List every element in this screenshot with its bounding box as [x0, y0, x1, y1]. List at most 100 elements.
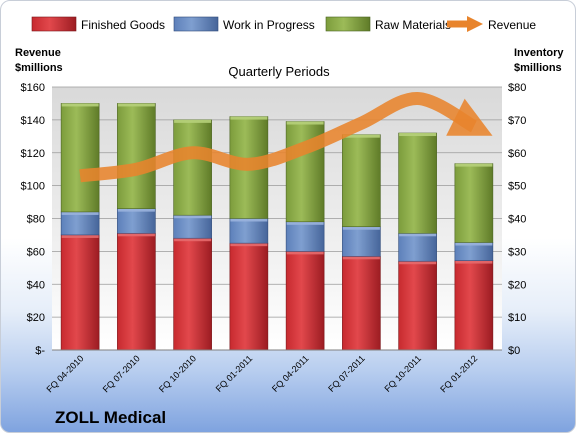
company-name: ZOLL Medical — [55, 408, 166, 427]
y-left-tick-label: $100 — [21, 181, 45, 193]
chart-subtitle: Quarterly Periods — [228, 64, 330, 79]
bar-finished-goods-cap — [286, 251, 324, 255]
bar-finished-goods-cap — [342, 256, 380, 260]
bar-work-in-progress — [173, 214, 212, 239]
y-left-tick-label: $120 — [21, 148, 45, 160]
bar-finished-goods — [398, 260, 437, 351]
bar-finished-goods — [229, 242, 269, 351]
bar-work-in-progress-cap — [174, 215, 212, 219]
y-right-tick-label: $30 — [508, 246, 526, 258]
bar-raw-materials-cap — [230, 116, 268, 120]
y-left-tick-label: $140 — [21, 115, 45, 127]
bar-raw-materials-cap — [61, 103, 99, 107]
bar-work-in-progress-cap — [342, 226, 380, 230]
y-right-tick-label: $0 — [508, 345, 520, 357]
bar-work-in-progress — [398, 232, 437, 262]
bar-work-in-progress-cap — [230, 218, 268, 222]
bar-finished-goods — [173, 237, 212, 351]
y-right-tick-label: $60 — [508, 148, 526, 160]
bar-finished-goods-cap — [117, 233, 155, 237]
bar-raw-materials-cap — [117, 103, 155, 107]
bar-raw-materials-cap — [286, 121, 324, 125]
bar-work-in-progress-cap — [286, 221, 324, 225]
bar-finished-goods-cap — [61, 234, 99, 238]
bar-work-in-progress-cap — [61, 211, 99, 215]
bar-raw-materials-cap — [174, 119, 212, 123]
bar-work-in-progress — [60, 211, 100, 236]
y-left-tick-label: $- — [35, 345, 45, 357]
bar-finished-goods — [342, 256, 381, 351]
bar-raw-materials — [398, 132, 437, 234]
y-left-tick-label: $60 — [27, 246, 45, 258]
y-right-tick-label: $70 — [508, 115, 526, 127]
x-tick-label: FQ 07-2011 — [326, 353, 367, 394]
legend-label-finished-goods: Finished Goods — [81, 18, 165, 32]
right-axis-ticks: $0 $10 $20 $30 $40 $50 $60 $70 $80 — [508, 82, 526, 357]
bar-finished-goods — [454, 260, 494, 351]
legend-swatch-raw-materials — [325, 16, 371, 32]
revenue-line — [79, 92, 493, 183]
x-tick-label: FQ 01-2011 — [214, 353, 255, 394]
bar-finished-goods — [285, 251, 325, 351]
y-left-tick-label: $40 — [27, 279, 45, 291]
bar-raw-materials-cap — [399, 133, 437, 137]
revenue-line-path — [79, 92, 493, 183]
bar-work-in-progress-cap — [399, 233, 437, 237]
bar-raw-materials — [454, 163, 494, 243]
bar-raw-materials — [342, 134, 381, 228]
x-tick-label: FQ 10-2010 — [157, 353, 198, 394]
y-left-tick-label: $80 — [27, 214, 45, 226]
bar-work-in-progress-cap — [455, 242, 493, 246]
right-axis-title-line2: $millions — [514, 62, 562, 74]
y-right-tick-label: $40 — [508, 214, 526, 226]
y-right-tick-label: $80 — [508, 82, 526, 94]
bar-work-in-progress — [342, 226, 381, 257]
bar-work-in-progress — [285, 221, 325, 252]
legend-swatch-work-in-progress — [173, 16, 219, 32]
legend: Finished Goods Work in Progress Raw Mate… — [31, 16, 536, 32]
legend-item-raw-materials: Raw Materials — [325, 16, 451, 32]
y-right-tick-label: $50 — [508, 181, 526, 193]
left-axis-title-line1: Revenue — [15, 47, 61, 59]
bar-raw-materials — [60, 103, 100, 213]
bar-finished-goods-cap — [230, 243, 268, 247]
legend-swatch-finished-goods — [31, 16, 77, 32]
bars — [60, 103, 494, 351]
left-axis-title: Revenue $millions — [15, 47, 64, 74]
bar-work-in-progress — [117, 208, 156, 234]
bar-finished-goods-cap — [174, 238, 212, 242]
x-tick-label: FQ 01-2012 — [438, 353, 479, 394]
legend-item-revenue: Revenue — [447, 16, 536, 32]
legend-item-work-in-progress: Work in Progress — [173, 16, 315, 32]
bar-finished-goods-cap — [455, 260, 493, 264]
left-axis-ticks: $- $20 $40 $60 $80 $100 $120 $140 $160 — [21, 82, 46, 357]
bar-finished-goods — [60, 234, 100, 351]
right-axis-title-line1: Inventory — [514, 47, 564, 59]
legend-label-work-in-progress: Work in Progress — [223, 18, 315, 32]
y-left-tick-label: $20 — [27, 312, 45, 324]
x-axis-ticks: FQ 04-2010 FQ 07-2010 FQ 10-2010 FQ 01-2011… — [45, 353, 480, 394]
bar-raw-materials — [173, 119, 212, 216]
y-right-tick-label: $10 — [508, 312, 526, 324]
right-axis-title: Inventory $millions — [514, 47, 567, 74]
legend-arrow-icon — [467, 16, 483, 32]
legend-item-finished-goods: Finished Goods — [31, 16, 165, 32]
bar-finished-goods — [117, 232, 156, 351]
left-axis-title-line2: $millions — [15, 62, 63, 74]
bar-work-in-progress — [229, 218, 269, 244]
bar-raw-materials-cap — [342, 134, 380, 138]
bar-raw-materials — [117, 103, 156, 209]
legend-label-revenue: Revenue — [488, 18, 536, 32]
x-tick-label: FQ 04-2010 — [45, 353, 86, 394]
legend-label-raw-materials: Raw Materials — [375, 18, 451, 32]
bar-finished-goods-cap — [399, 261, 437, 265]
x-tick-label: FQ 10-2011 — [382, 353, 423, 394]
bar-raw-materials-cap — [455, 163, 493, 167]
x-tick-label: FQ 07-2010 — [101, 353, 142, 394]
bar-work-in-progress-cap — [117, 208, 155, 212]
y-right-tick-label: $20 — [508, 279, 526, 291]
y-left-tick-label: $160 — [21, 82, 45, 94]
x-tick-label: FQ 04-2011 — [270, 353, 311, 394]
